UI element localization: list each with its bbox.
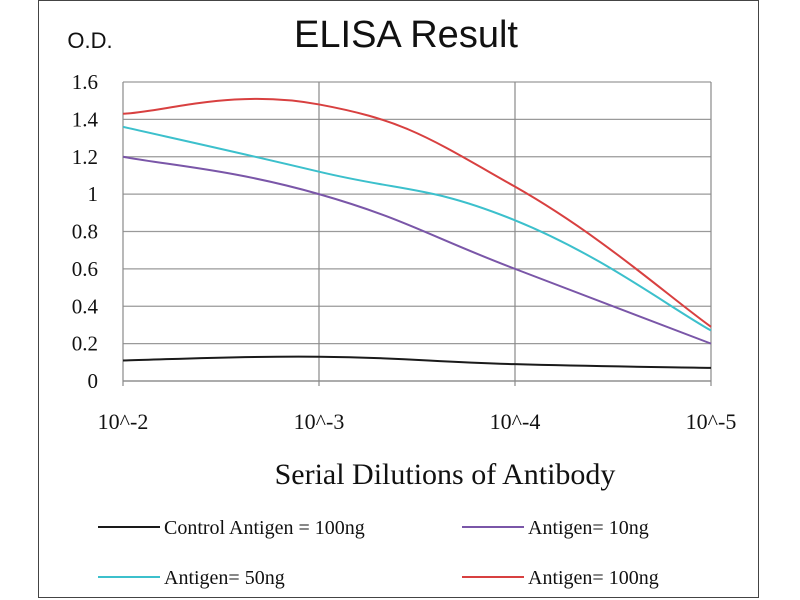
x-tick-label: 10^-5 bbox=[686, 409, 737, 434]
series-line-3 bbox=[122, 97, 712, 328]
chart-title: ELISA Result bbox=[294, 14, 518, 56]
x-tick-label: 10^-3 bbox=[294, 409, 345, 434]
y-tick-label: 0.6 bbox=[72, 257, 98, 281]
grid-lines bbox=[122, 81, 712, 386]
series-line-1 bbox=[122, 155, 712, 345]
y-tick-label: 0.2 bbox=[72, 332, 98, 356]
legend: Control Antigen = 100ng Antigen= 10ng Anti… bbox=[98, 517, 659, 589]
y-tick-label: 0.4 bbox=[72, 294, 99, 318]
legend-label: Antigen= 10ng bbox=[528, 517, 649, 539]
y-axis-label: O.D. bbox=[67, 28, 112, 53]
y-tick-label: 0 bbox=[88, 369, 99, 393]
y-tick-label: 0.8 bbox=[72, 220, 98, 244]
series-lines bbox=[122, 97, 712, 369]
x-axis-label: Serial Dilutions of Antibody bbox=[275, 458, 616, 491]
y-tick-label: 1.6 bbox=[72, 70, 98, 94]
y-tick-label: 1.4 bbox=[72, 107, 99, 131]
y-tick-label: 1.2 bbox=[72, 145, 98, 169]
y-tick-label: 1 bbox=[88, 182, 99, 206]
legend-label: Antigen= 100ng bbox=[528, 567, 659, 589]
chart-frame bbox=[38, 0, 759, 598]
legend-label: Antigen= 50ng bbox=[164, 567, 285, 589]
x-tick-labels: 10^-2 10^-3 10^-4 10^-5 bbox=[98, 409, 737, 434]
series-line-2 bbox=[122, 125, 712, 332]
legend-label: Control Antigen = 100ng bbox=[164, 517, 365, 539]
y-tick-labels: 0 0.2 0.4 0.6 0.8 1 1.2 1.4 1.6 bbox=[72, 70, 99, 393]
series-line-0 bbox=[122, 355, 712, 369]
x-tick-label: 10^-2 bbox=[98, 409, 149, 434]
x-tick-label: 10^-4 bbox=[490, 409, 541, 434]
